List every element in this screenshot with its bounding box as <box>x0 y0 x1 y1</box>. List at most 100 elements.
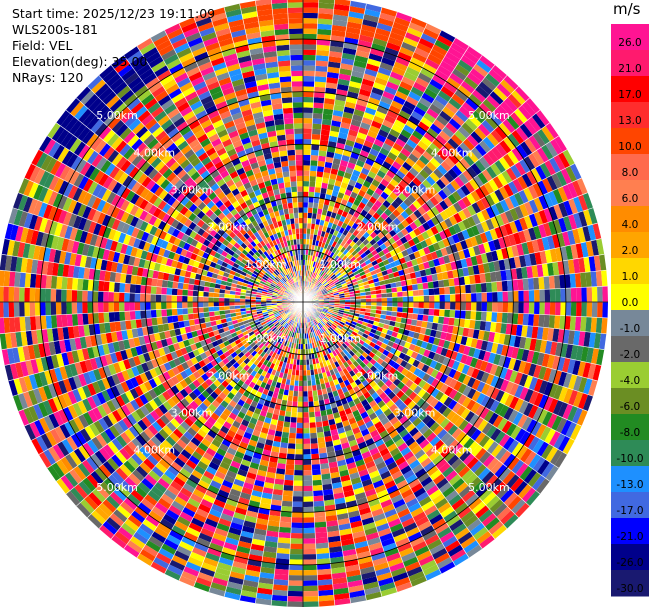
gate-cell <box>384 85 398 96</box>
gate-cell <box>363 13 380 23</box>
gate-cell <box>303 12 319 19</box>
gate-cell <box>460 293 467 302</box>
gate-cell <box>429 295 435 302</box>
gate-cell <box>316 262 321 269</box>
gate-cell <box>420 116 433 128</box>
gate-cell <box>336 83 349 92</box>
gate-cell <box>314 279 319 285</box>
gate-cell <box>303 217 308 224</box>
gate-cell <box>317 568 332 576</box>
gate-cell <box>411 148 423 159</box>
gate-cell <box>382 51 398 62</box>
gate-cell <box>394 196 404 206</box>
gate-cell <box>326 269 332 275</box>
gate-cell <box>287 448 296 455</box>
gate-cell <box>325 82 338 90</box>
gate-cell <box>389 71 404 82</box>
gate-cell <box>371 86 385 96</box>
gate-cell <box>319 139 329 147</box>
gate-cell <box>380 95 393 106</box>
gate-cell <box>418 97 432 108</box>
gate-cell <box>311 271 315 278</box>
gate-cell <box>597 302 603 318</box>
gate-cell <box>292 401 298 408</box>
velocity-gates <box>0 0 608 607</box>
gate-cell <box>523 290 530 302</box>
gate-cell <box>327 66 341 74</box>
gate-cell <box>339 252 346 260</box>
gate-cell <box>287 443 296 450</box>
gate-cell <box>315 280 320 286</box>
gate-cell <box>306 276 309 282</box>
gate-cell <box>418 289 424 296</box>
gate-cell <box>386 182 396 192</box>
gate-cell <box>323 98 336 105</box>
gate-cell <box>591 302 598 318</box>
gate-cell <box>329 45 344 53</box>
gate-cell <box>323 266 328 273</box>
gate-cell <box>303 65 316 71</box>
gate-cell <box>441 126 455 138</box>
gate-cell <box>388 128 401 139</box>
gate-cell <box>303 154 311 161</box>
gate-cell <box>470 310 477 321</box>
gate-cell <box>315 176 323 183</box>
gate-cell <box>311 218 317 225</box>
gate-cell <box>408 296 414 302</box>
gate-cell <box>357 154 368 163</box>
gate-cell <box>374 187 384 196</box>
gate-cell <box>408 302 414 308</box>
gate-cell <box>283 479 294 486</box>
gate-cell <box>381 302 388 307</box>
gate-cell <box>328 50 343 58</box>
gate-cell <box>350 191 358 199</box>
gate-cell <box>388 105 401 115</box>
gate-cell <box>342 47 357 56</box>
gate-cell <box>414 125 427 137</box>
gate-cell <box>290 538 303 544</box>
gate-cell <box>534 302 540 315</box>
gate-cell <box>309 427 317 434</box>
gate-cell <box>412 81 427 93</box>
gate-cell <box>433 308 440 317</box>
gate-cell <box>341 255 348 262</box>
gate-cell <box>333 255 340 262</box>
gate-cell <box>348 80 362 89</box>
gate-cell <box>331 241 338 248</box>
gate-cell <box>455 293 461 302</box>
gate-cell <box>362 73 377 82</box>
gate-cell <box>368 183 378 192</box>
gate-cell <box>581 302 587 317</box>
gate-cell <box>411 130 424 141</box>
gate-cell <box>397 291 403 298</box>
gate-cell <box>337 132 348 140</box>
gate-cell <box>347 16 364 25</box>
gate-cell <box>281 500 293 507</box>
gate-cell <box>473 63 489 78</box>
gate-cell <box>306 228 311 235</box>
gate-cell <box>294 464 303 471</box>
gate-cell <box>397 152 409 162</box>
gate-cell <box>387 297 393 302</box>
gate-cell <box>455 302 461 311</box>
gate-cell <box>330 259 337 266</box>
gate-cell <box>543 314 550 328</box>
gate-cell <box>324 274 330 280</box>
gate-cell <box>429 157 441 169</box>
gate-cell <box>337 191 345 199</box>
gate-cell <box>298 391 303 397</box>
gate-cell <box>491 64 508 80</box>
gate-cell <box>329 130 340 138</box>
gate-cell <box>451 114 465 127</box>
gate-cell <box>339 159 349 167</box>
gate-cell <box>334 99 346 107</box>
gate-cell <box>336 257 342 263</box>
gate-cell <box>528 302 535 315</box>
gate-cell <box>392 95 406 106</box>
gate-cell <box>323 166 332 174</box>
gate-cell <box>321 118 332 126</box>
gate-cell <box>316 281 321 287</box>
gate-cell <box>318 257 323 264</box>
gate-cell <box>316 426 324 433</box>
gate-cell <box>402 296 409 302</box>
